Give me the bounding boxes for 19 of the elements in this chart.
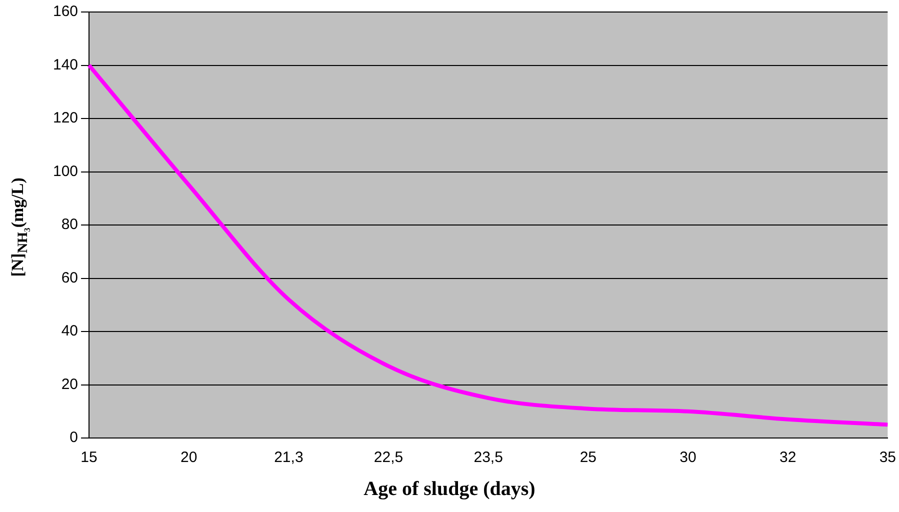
y-tick-label: 140 bbox=[52, 56, 78, 74]
x-tick-label: 25 bbox=[580, 449, 597, 466]
x-axis-title: Age of sludge (days) bbox=[362, 478, 536, 501]
x-tick-label: 22,5 bbox=[374, 449, 404, 466]
y-tick-label: 60 bbox=[61, 269, 78, 286]
y-tick-label: 20 bbox=[61, 376, 78, 393]
x-tick-label: 23,5 bbox=[474, 449, 503, 466]
x-tick-label: 35 bbox=[879, 449, 896, 466]
x-tick-label: 20 bbox=[180, 449, 198, 466]
y-tick-label: 80 bbox=[61, 216, 78, 234]
y-tick-label: 0 bbox=[70, 429, 78, 446]
x-tick-label: 15 bbox=[80, 449, 98, 466]
y-tick-label: 40 bbox=[61, 322, 78, 340]
x-tick-label: 32 bbox=[779, 449, 796, 466]
y-tick-label: 100 bbox=[52, 162, 78, 180]
x-tick-label: 21,3 bbox=[274, 449, 304, 466]
y-tick-label: 120 bbox=[52, 110, 78, 127]
y-tick-label: 160 bbox=[52, 3, 78, 20]
x-tick-label: 30 bbox=[680, 449, 696, 466]
